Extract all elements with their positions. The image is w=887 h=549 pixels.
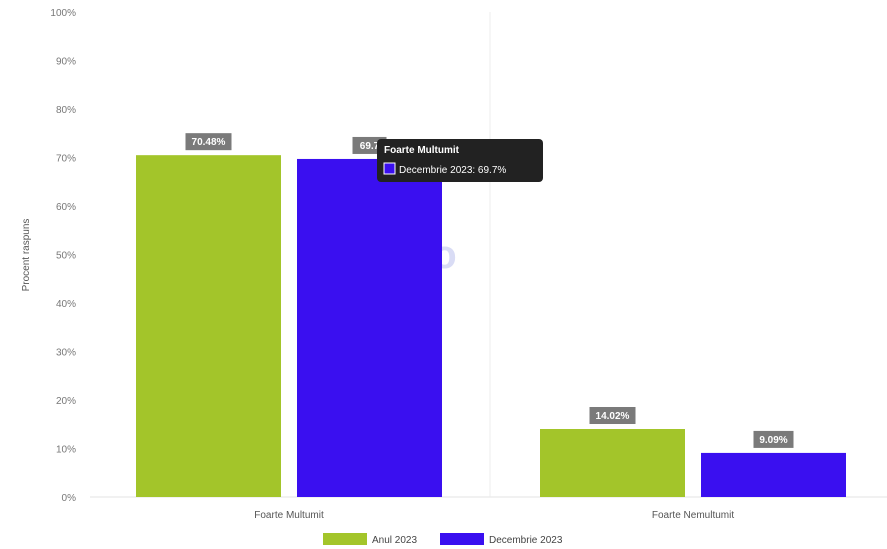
y-tick-label: 50% <box>56 251 76 262</box>
data-label-box <box>753 430 794 448</box>
legend[interactable]: Anul 2023 Decembrie 2023 <box>323 533 563 546</box>
tooltip-text: Decembrie 2023: 69.7% <box>399 165 506 176</box>
y-tick-label: 100% <box>50 8 76 19</box>
y-tick-label: 30% <box>56 348 76 359</box>
data-label: 70.48% <box>192 137 226 148</box>
bars-group: 70.48% 14.02% 69.7 9.09% <box>136 133 846 497</box>
y-axis-label: Procent raspuns <box>21 219 32 292</box>
data-label-box <box>185 133 232 151</box>
tooltip-box <box>377 139 543 182</box>
legend-label[interactable]: Anul 2023 <box>372 535 417 546</box>
y-axis-ticks: 0% 10% 20% 30% 40% 50% 60% 70% 80% 90% 100% <box>50 8 76 504</box>
tooltip-swatch <box>383 162 396 175</box>
y-tick-label: 90% <box>56 57 76 68</box>
y-tick-label: 0% <box>62 493 77 504</box>
bar[interactable] <box>297 158 442 497</box>
bar[interactable] <box>136 155 281 497</box>
bar[interactable] <box>540 429 685 497</box>
data-label: 14.02% <box>596 411 630 422</box>
legend-swatch[interactable] <box>323 533 367 545</box>
data-label: 9.09% <box>759 435 787 446</box>
y-tick-label: 40% <box>56 299 76 310</box>
tooltip: Foarte Multumit Decembrie 2023: 69.7% <box>377 139 543 182</box>
legend-label[interactable]: Decembrie 2023 <box>489 535 563 546</box>
data-label-box <box>589 407 636 425</box>
category-label: Foarte Nemultumit <box>652 510 734 521</box>
y-tick-label: 10% <box>56 445 76 456</box>
category-labels: Foarte Multumit Foarte Nemultumit <box>254 510 734 521</box>
bar[interactable] <box>701 452 846 497</box>
y-tick-label: 70% <box>56 154 76 165</box>
legend-swatch[interactable] <box>440 533 484 545</box>
category-label: Foarte Multumit <box>254 510 324 521</box>
y-tick-label: 80% <box>56 105 76 116</box>
y-axis-title: Procent raspuns <box>21 219 32 292</box>
y-tick-label: 60% <box>56 202 76 213</box>
tooltip-title: Foarte Multumit <box>384 145 460 156</box>
data-label: 69.7 <box>360 141 380 152</box>
y-tick-label: 20% <box>56 396 76 407</box>
